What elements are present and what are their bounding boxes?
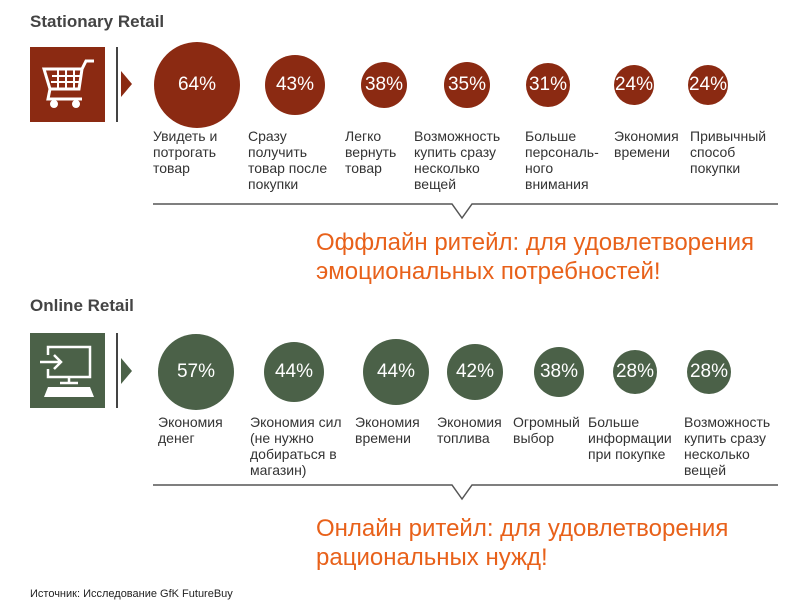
bubble-label: Экономия сил (не нужно добираться в мага… bbox=[250, 414, 342, 478]
bubble-label: Огромный выбор bbox=[513, 414, 580, 446]
percent-bubble: 35% bbox=[444, 62, 490, 108]
conclusion-line: Онлайн ритейл: для удовлетворения bbox=[316, 515, 729, 542]
conclusion-line: рациональных нужд! bbox=[316, 544, 548, 571]
bubble-label: Экономия времени bbox=[614, 128, 679, 160]
bubble-label: Сразу получить товар после покупки bbox=[248, 128, 328, 192]
bubble-label: Больше информации при покупке bbox=[588, 414, 672, 462]
bubble-label: Больше персональ- ного внимания bbox=[525, 128, 599, 192]
arrow-right-icon bbox=[121, 71, 132, 97]
conclusion-line: эмоциональных потребностей! bbox=[316, 258, 661, 285]
stationary-title: Stationary Retail bbox=[30, 12, 165, 31]
bubble-label: Возможность купить сразу несколько вещей bbox=[684, 414, 771, 478]
arrow-right-icon bbox=[121, 358, 132, 384]
bubble-label: Легко вернуть товар bbox=[345, 128, 397, 176]
bubble-label: Экономия времени bbox=[355, 414, 420, 446]
percent-bubble: 43% bbox=[265, 55, 325, 115]
percent-bubble: 44% bbox=[363, 339, 429, 405]
divider bbox=[116, 333, 118, 408]
source-note: Источник: Исследование GfK FutureBuy bbox=[30, 588, 233, 600]
percent-bubble: 44% bbox=[264, 342, 324, 402]
percent-bubble: 28% bbox=[613, 350, 657, 394]
online-bracket-line bbox=[153, 484, 778, 501]
percent-bubble: 31% bbox=[526, 63, 570, 107]
divider bbox=[116, 47, 118, 122]
online-conclusion: Онлайн ритейл: для удовлетворения рацион… bbox=[316, 514, 728, 572]
percent-bubble: 24% bbox=[688, 65, 728, 105]
conclusion-line: Оффлайн ритейл: для удовлетворения bbox=[316, 229, 755, 256]
percent-bubble: 42% bbox=[447, 344, 503, 400]
percent-bubble: 24% bbox=[614, 65, 654, 105]
bubble-label: Экономия денег bbox=[158, 414, 223, 446]
percent-bubble: 57% bbox=[158, 334, 234, 410]
computer-login-icon bbox=[30, 333, 105, 408]
online-title: Online Retail bbox=[30, 296, 134, 315]
stationary-bracket-line bbox=[153, 203, 778, 220]
percent-bubble: 38% bbox=[361, 62, 407, 108]
bubble-label: Увидеть и потрогать товар bbox=[153, 128, 218, 176]
percent-bubble: 64% bbox=[154, 42, 240, 128]
stationary-conclusion: Оффлайн ритейл: для удовлетворения эмоци… bbox=[316, 228, 754, 286]
shopping-cart-icon bbox=[30, 47, 105, 122]
bubble-label: Привычный способ покупки bbox=[690, 128, 767, 176]
percent-bubble: 38% bbox=[534, 347, 584, 397]
bubble-label: Возможность купить сразу несколько вещей bbox=[414, 128, 501, 192]
percent-bubble: 28% bbox=[687, 350, 731, 394]
bubble-label: Экономия топлива bbox=[437, 414, 502, 446]
